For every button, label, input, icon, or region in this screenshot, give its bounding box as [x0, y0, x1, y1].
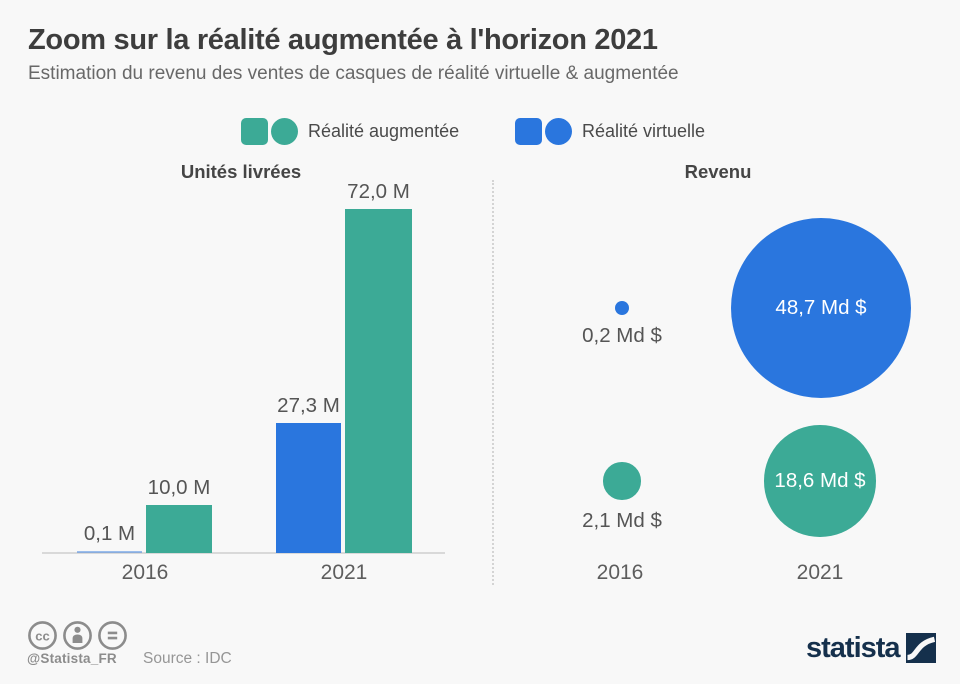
svg-text:cc: cc [35, 628, 49, 643]
bubble-cat-2021: 2021 [796, 561, 844, 584]
bar-label-ar-2016: 10,0 M [147, 476, 211, 500]
statista-handle-link[interactable]: @Statista_FR [27, 651, 117, 666]
bubble-ar-2016 [603, 462, 641, 500]
legend-item-realite-virtuelle: Réalité virtuelle [515, 117, 705, 145]
legend-label: Réalité virtuelle [582, 120, 706, 141]
bubble-cat-2016: 2016 [596, 561, 644, 584]
legend-label: Réalité augmentée [308, 120, 460, 141]
bar-vr-2021 [276, 422, 341, 553]
cc-by-icon[interactable] [62, 620, 93, 651]
bubble-label-vr-2021: 48,7 Md $ [775, 296, 867, 319]
bar-ar-2021 [345, 209, 412, 553]
section-divider [492, 180, 494, 585]
bar-ar-2016 [146, 505, 212, 553]
bar-vr-2016 [77, 551, 142, 553]
bar-label-ar-2021: 72,0 M [347, 180, 410, 203]
legend: Réalité augmentée Réalité virtuelle [0, 117, 960, 145]
bubble-label-vr-2016: 0,2 Md $ [582, 324, 662, 347]
vr-circle-swatch [545, 117, 572, 145]
bar-chart-title: Unités livrées [180, 161, 302, 182]
source-text: Source : IDC [143, 650, 232, 667]
statista-logo-icon [905, 633, 936, 663]
cc-license-group[interactable]: cc [27, 620, 128, 651]
bar-label-vr-2021: 27,3 M [277, 393, 340, 417]
x-axis-line [42, 552, 445, 554]
vr-square-swatch [515, 117, 542, 145]
bubble-chart-title: Revenu [684, 161, 752, 182]
statista-wordmark: statista [806, 632, 901, 664]
cc-icon[interactable]: cc [27, 620, 58, 651]
bubble-label-ar-2021: 18,6 Md $ [774, 469, 866, 492]
bar-cat-2021: 2021 [320, 561, 368, 584]
bubble-label-ar-2016: 2,1 Md $ [582, 508, 662, 532]
cc-nd-icon[interactable] [97, 620, 128, 651]
page-title: Zoom sur la réalité augmentée à l'horizo… [28, 24, 658, 56]
bubble-vr-2016 [615, 301, 629, 315]
ar-circle-swatch [271, 117, 298, 145]
statista-logo[interactable]: statista [806, 633, 936, 663]
bar-cat-2016: 2016 [121, 561, 169, 584]
bubble-ar-2021 [764, 425, 876, 537]
ar-square-swatch [241, 117, 268, 145]
legend-item-realite-augmentee: Réalité augmentée [241, 117, 459, 145]
bar-label-vr-2016: 0,1 M [83, 522, 136, 545]
page-subtitle: Estimation du revenu des ventes de casqu… [28, 63, 679, 84]
bubble-vr-2021 [731, 218, 911, 398]
